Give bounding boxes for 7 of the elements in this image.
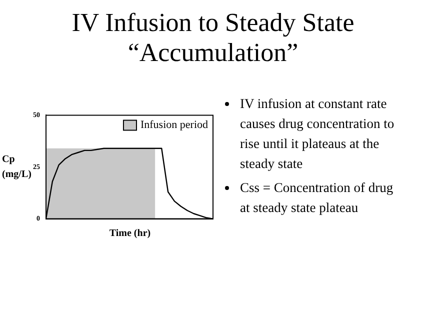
x-axis-title: Time (hr) (108, 228, 152, 239)
chart-title: IV Infusion to Steady State (70, 8, 356, 38)
text: Css = Concentration of drug at steady state plateau (239, 179, 394, 217)
text: IV infusion at constant rate causes drug concentration to rise until it plateaus at the steady state (239, 95, 396, 173)
y-axis-title: Cp (mg/L) (2, 154, 32, 180)
chart-subtitle: “Accumulation” (126, 38, 300, 68)
legend-label: Infusion period (140, 119, 208, 132)
